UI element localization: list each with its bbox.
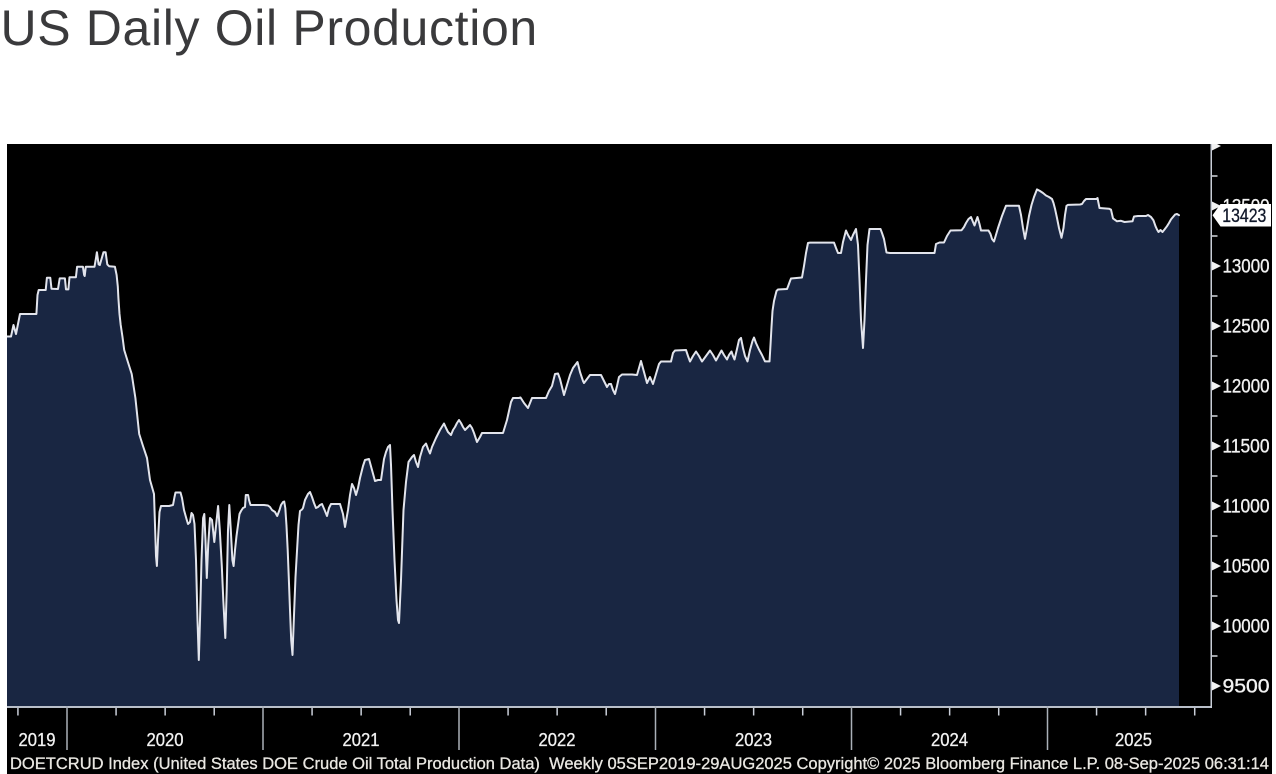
svg-text:13423: 13423 bbox=[1222, 206, 1266, 227]
svg-text:2020: 2020 bbox=[147, 730, 184, 750]
svg-text:9500: 9500 bbox=[1223, 677, 1270, 698]
svg-text:10500: 10500 bbox=[1223, 557, 1270, 578]
svg-text:2021: 2021 bbox=[343, 730, 380, 750]
svg-text:11000: 11000 bbox=[1223, 497, 1270, 518]
svg-text:12000: 12000 bbox=[1223, 377, 1270, 398]
svg-text:2022: 2022 bbox=[539, 730, 576, 750]
svg-text:2025: 2025 bbox=[1115, 730, 1152, 750]
svg-text:13000: 13000 bbox=[1223, 257, 1270, 278]
svg-text:2024: 2024 bbox=[931, 730, 968, 750]
svg-text:11500: 11500 bbox=[1223, 437, 1270, 458]
svg-text:10000: 10000 bbox=[1223, 617, 1270, 638]
svg-text:2023: 2023 bbox=[735, 730, 772, 750]
svg-text:12500: 12500 bbox=[1223, 317, 1270, 338]
svg-text:DOETCRUD Index (United States: DOETCRUD Index (United States DOE Crude … bbox=[10, 755, 1269, 773]
svg-text:2019: 2019 bbox=[19, 730, 56, 750]
